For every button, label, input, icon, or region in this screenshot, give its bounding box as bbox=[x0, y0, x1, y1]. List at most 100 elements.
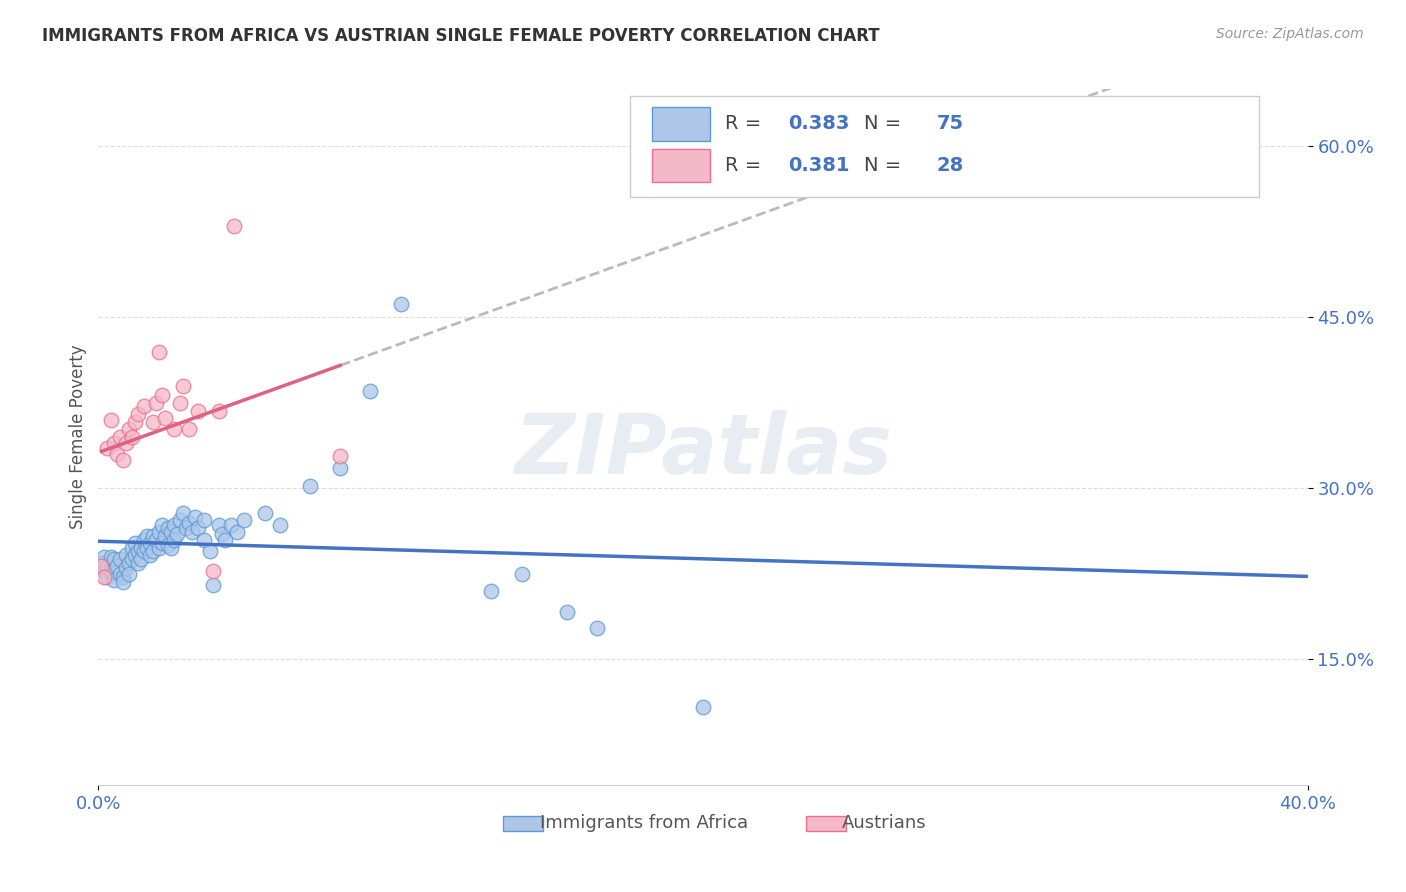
Point bbox=[211, 527, 233, 541]
Text: 0.383: 0.383 bbox=[787, 114, 849, 134]
Point bbox=[135, 529, 157, 543]
Point bbox=[226, 524, 249, 539]
Point bbox=[132, 544, 155, 558]
Text: 0.381: 0.381 bbox=[787, 156, 849, 175]
Point bbox=[692, 700, 714, 714]
Point bbox=[389, 296, 412, 310]
Point bbox=[202, 578, 225, 592]
Text: R =: R = bbox=[724, 114, 768, 134]
Point bbox=[160, 524, 183, 539]
Point bbox=[148, 344, 170, 359]
Point bbox=[124, 415, 146, 429]
Point bbox=[105, 558, 128, 573]
Point bbox=[114, 548, 136, 562]
Text: IMMIGRANTS FROM AFRICA VS AUSTRIAN SINGLE FEMALE POVERTY CORRELATION CHART: IMMIGRANTS FROM AFRICA VS AUSTRIAN SINGL… bbox=[42, 27, 880, 45]
Point bbox=[121, 552, 143, 566]
Point bbox=[124, 536, 146, 550]
Point bbox=[221, 517, 243, 532]
Point bbox=[127, 556, 149, 570]
Point bbox=[100, 564, 122, 578]
Point bbox=[90, 556, 112, 570]
Point bbox=[108, 566, 131, 581]
Point bbox=[124, 548, 146, 562]
FancyBboxPatch shape bbox=[806, 815, 845, 830]
Text: N =: N = bbox=[863, 114, 907, 134]
Point bbox=[142, 529, 165, 543]
Point bbox=[481, 584, 503, 599]
Point bbox=[96, 570, 118, 584]
Point bbox=[193, 533, 215, 547]
Point bbox=[145, 533, 167, 547]
Point bbox=[142, 415, 165, 429]
Point bbox=[153, 410, 176, 425]
Point bbox=[96, 558, 118, 573]
Point bbox=[555, 605, 578, 619]
Point bbox=[111, 574, 134, 589]
Text: Immigrants from Africa: Immigrants from Africa bbox=[540, 814, 748, 832]
Point bbox=[163, 422, 186, 436]
Point bbox=[169, 396, 191, 410]
Point bbox=[202, 564, 225, 578]
Point bbox=[127, 407, 149, 421]
Point bbox=[96, 442, 118, 456]
Point bbox=[174, 521, 197, 535]
Point bbox=[510, 566, 533, 581]
Point bbox=[586, 621, 609, 635]
Point bbox=[145, 396, 167, 410]
FancyBboxPatch shape bbox=[652, 149, 710, 183]
Point bbox=[179, 516, 201, 530]
FancyBboxPatch shape bbox=[652, 107, 710, 141]
Point bbox=[132, 533, 155, 547]
Point bbox=[214, 533, 236, 547]
Point bbox=[163, 517, 186, 532]
Text: Austrians: Austrians bbox=[842, 814, 927, 832]
Point bbox=[93, 564, 115, 578]
Point bbox=[166, 527, 188, 541]
Point bbox=[150, 388, 173, 402]
Point bbox=[100, 549, 122, 564]
Point bbox=[184, 510, 207, 524]
Point bbox=[224, 219, 246, 233]
Point bbox=[208, 517, 231, 532]
Point bbox=[135, 541, 157, 555]
Point bbox=[118, 556, 141, 570]
Point bbox=[156, 538, 179, 552]
Point bbox=[121, 430, 143, 444]
Point bbox=[329, 450, 352, 464]
Point bbox=[150, 536, 173, 550]
Point bbox=[148, 524, 170, 539]
Text: 28: 28 bbox=[936, 156, 963, 175]
Point bbox=[163, 533, 186, 547]
Point bbox=[150, 517, 173, 532]
Point bbox=[179, 422, 201, 436]
Point bbox=[193, 513, 215, 527]
Point bbox=[329, 461, 352, 475]
Point bbox=[172, 378, 194, 392]
Point bbox=[108, 430, 131, 444]
Text: Source: ZipAtlas.com: Source: ZipAtlas.com bbox=[1216, 27, 1364, 41]
Point bbox=[111, 570, 134, 584]
Point bbox=[156, 521, 179, 535]
Point bbox=[132, 399, 155, 413]
Point bbox=[169, 513, 191, 527]
FancyBboxPatch shape bbox=[630, 96, 1260, 197]
Point bbox=[208, 404, 231, 418]
Y-axis label: Single Female Poverty: Single Female Poverty bbox=[69, 345, 87, 529]
Point bbox=[93, 570, 115, 584]
Point bbox=[139, 536, 162, 550]
Point bbox=[232, 513, 254, 527]
Point bbox=[114, 435, 136, 450]
Point bbox=[100, 413, 122, 427]
Point bbox=[187, 404, 209, 418]
Point bbox=[172, 507, 194, 521]
Point bbox=[200, 544, 222, 558]
Point bbox=[114, 561, 136, 575]
Point bbox=[129, 552, 152, 566]
Point bbox=[103, 573, 125, 587]
Point bbox=[93, 549, 115, 564]
Point bbox=[121, 541, 143, 555]
Point bbox=[105, 447, 128, 461]
Point bbox=[127, 544, 149, 558]
FancyBboxPatch shape bbox=[503, 815, 543, 830]
Point bbox=[269, 517, 291, 532]
